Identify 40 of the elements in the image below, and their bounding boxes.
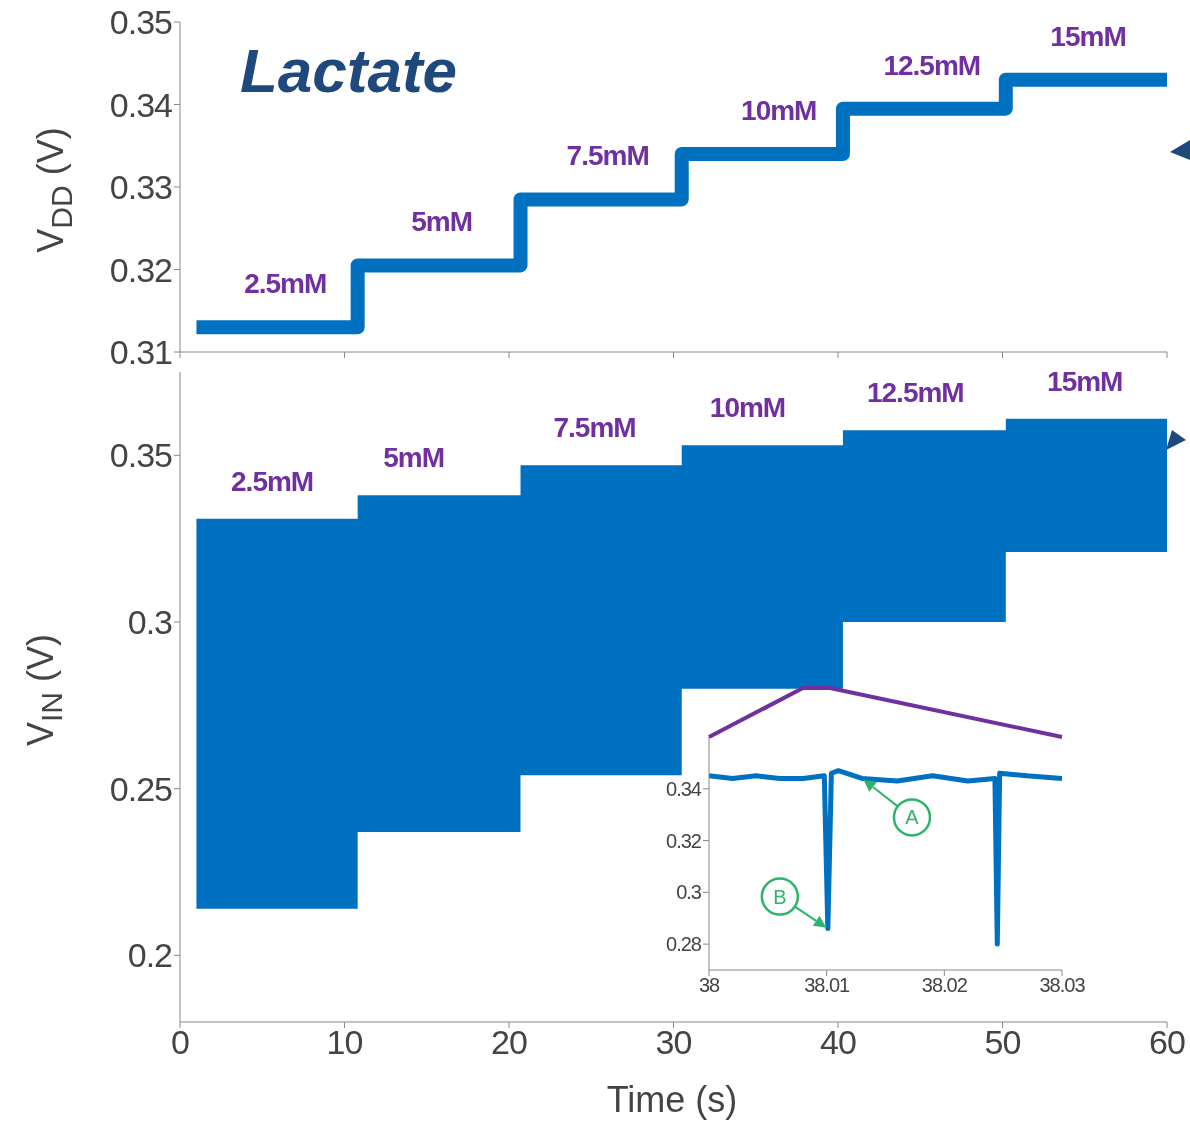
annotation: 12.5mM (866, 377, 964, 409)
annotation: 7.5mM (566, 140, 649, 172)
x-tick-label: 38 (698, 974, 720, 997)
annotation: 15mM (1047, 365, 1123, 397)
y-tick-label: 0.32 (109, 250, 173, 289)
annotation: 2.5mM (231, 465, 314, 497)
y-tick-label: 0.35 (109, 3, 173, 42)
annotation: 5mM (383, 442, 444, 474)
x-tick-label: 20 (491, 1023, 527, 1062)
x-tick-label: 38.02 (921, 974, 968, 997)
annotation: A (905, 806, 920, 829)
y-tick-label: 0.28 (666, 933, 702, 956)
y-tick-label: 0.33 (109, 168, 173, 207)
annotation: 12.5mM (883, 49, 981, 81)
x-tick-label: 10 (326, 1023, 363, 1062)
y-tick-label: 0.35 (109, 436, 173, 475)
chart-title: Lactate (240, 36, 458, 105)
annotation: 7.5mM (553, 412, 636, 444)
y-tick-label: 0.34 (109, 85, 173, 124)
annotation: 10mM (741, 95, 817, 126)
annotation: 5mM (411, 206, 472, 238)
x-tick-label: 38.03 (1039, 974, 1086, 997)
y-tick-label: 0.34 (666, 777, 702, 800)
y-tick-label: 0.31 (109, 333, 173, 372)
annotation: 2.5mM (244, 268, 327, 300)
annotation: 10mM (709, 392, 786, 424)
x-tick-label: 60 (1149, 1023, 1185, 1062)
y-tick-label: 0.32 (666, 829, 702, 852)
x-tick-label: 38.01 (804, 974, 851, 997)
x-tick-label: 0 (171, 1023, 190, 1062)
y-tick-label: 0.3 (676, 881, 702, 904)
x-tick-label: 40 (820, 1023, 856, 1062)
annotation: 15mM (1050, 20, 1126, 52)
annotation: B (773, 885, 787, 908)
y-tick-label: 0.3 (127, 603, 173, 642)
y-tick-label: 0.25 (109, 769, 173, 808)
x-axis-title: Time (s) (606, 1079, 738, 1120)
x-tick-label: 30 (655, 1023, 692, 1062)
y-tick-label: 0.2 (127, 936, 173, 975)
x-tick-label: 50 (984, 1023, 1021, 1062)
